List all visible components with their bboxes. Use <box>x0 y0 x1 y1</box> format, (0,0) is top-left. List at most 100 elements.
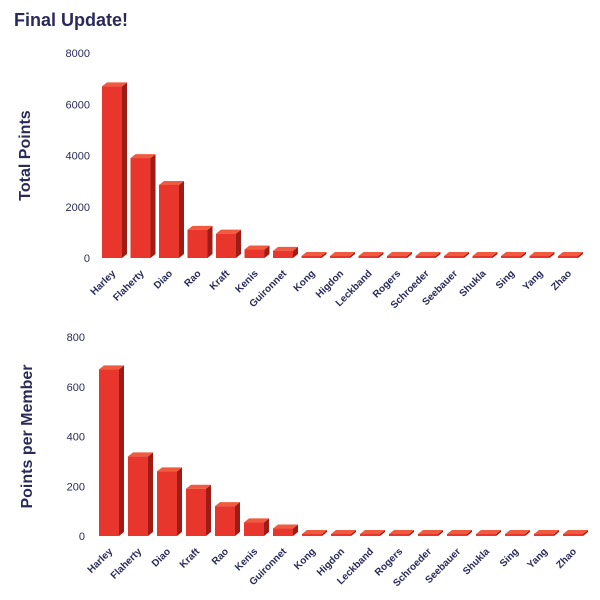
bar-top <box>244 518 269 523</box>
bar-front <box>476 534 496 536</box>
bar-front <box>501 256 521 258</box>
bar-top <box>157 467 182 472</box>
category-label-sing: Sing <box>494 268 517 291</box>
bar-front <box>418 534 438 536</box>
bar-side <box>179 180 184 258</box>
y-tick-label: 4000 <box>66 151 90 163</box>
category-label-kong: Kong <box>292 546 318 572</box>
bar-top <box>472 252 498 256</box>
bar-side <box>322 530 327 536</box>
bar-kong <box>302 530 327 536</box>
bar-side <box>119 365 124 536</box>
bar-front <box>187 229 208 258</box>
bar-kong <box>301 252 327 258</box>
bar-front <box>331 534 351 536</box>
bar-leckband <box>358 252 384 258</box>
bar-top <box>476 530 501 534</box>
total-points-chart: Total Points02000400060008000HarleyFlahe… <box>17 48 583 311</box>
bar-front <box>563 534 583 536</box>
bar-sing <box>501 252 526 258</box>
bar-sing <box>505 530 530 536</box>
category-label-kraft: Kraft <box>208 268 233 293</box>
bar-top <box>360 530 385 534</box>
bar-front <box>130 158 151 258</box>
bar-front <box>444 256 464 258</box>
category-label-diao: Diao <box>150 546 173 569</box>
category-label-kenis: Kenis <box>233 546 260 573</box>
bar-top <box>563 530 588 534</box>
bar-front <box>358 256 379 258</box>
category-label-flaherty: Flaherty <box>109 546 145 582</box>
bar-flaherty <box>128 452 153 536</box>
bar-front <box>387 256 407 258</box>
bar-top <box>159 180 184 185</box>
bar-guironnet <box>273 246 298 258</box>
y-tick-label: 200 <box>67 481 85 493</box>
category-label-shukla: Shukla <box>458 268 489 299</box>
bar-top <box>447 530 472 534</box>
y-tick-label: 800 <box>67 332 85 344</box>
bar-flaherty <box>130 154 156 258</box>
bar-top <box>330 252 355 256</box>
bar-front <box>447 534 467 536</box>
bar-side <box>409 530 414 536</box>
bar-rogers <box>387 252 412 258</box>
bar-top <box>534 530 559 534</box>
y-axis-title: Points per Member <box>19 364 36 508</box>
bar-shukla <box>472 252 498 258</box>
bar-higdon <box>331 530 356 536</box>
bar-side <box>521 252 526 258</box>
bar-leckband <box>360 530 385 536</box>
category-label-rao: Rao <box>182 268 203 289</box>
bar-top <box>215 502 240 507</box>
bar-kraft <box>186 484 211 536</box>
bar-front <box>330 256 350 258</box>
y-tick-label: 400 <box>67 432 85 444</box>
category-label-kraft: Kraft <box>178 546 203 571</box>
bar-side <box>496 530 501 536</box>
bar-side <box>321 252 327 258</box>
bar-schroeder <box>418 530 443 536</box>
category-label-zhao: Zhao <box>554 546 579 571</box>
bar-side <box>150 154 156 258</box>
bar-top <box>102 82 127 87</box>
bar-top <box>558 252 583 256</box>
bar-front <box>273 250 293 258</box>
bar-side <box>293 524 298 536</box>
bar-side <box>467 530 472 536</box>
bar-zhao <box>558 252 583 258</box>
bar-front <box>415 256 436 258</box>
bar-top <box>358 252 384 256</box>
bar-side <box>525 530 530 536</box>
bar-seebauer <box>444 252 469 258</box>
bar-rao <box>215 502 240 536</box>
y-tick-label: 6000 <box>66 99 90 111</box>
bar-side <box>293 246 298 258</box>
bar-side <box>583 530 588 536</box>
category-label-kong: Kong <box>292 268 318 294</box>
bar-front <box>216 233 236 258</box>
bar-front <box>102 86 122 258</box>
bar-top <box>331 530 356 534</box>
category-label-diao: Diao <box>152 268 175 291</box>
category-label-shukla: Shukla <box>461 546 492 577</box>
bar-top <box>415 252 441 256</box>
bar-side <box>492 252 498 258</box>
bar-top <box>505 530 530 534</box>
bar-front <box>529 256 550 258</box>
bar-side <box>206 484 211 536</box>
bar-top <box>444 252 469 256</box>
bar-schroeder <box>415 252 441 258</box>
y-tick-label: 600 <box>67 382 85 394</box>
bar-top <box>186 484 211 489</box>
bar-front <box>157 471 177 536</box>
bar-side <box>264 245 270 258</box>
bar-yang <box>534 530 559 536</box>
bar-side <box>351 530 356 536</box>
bar-top <box>501 252 526 256</box>
category-label-flaherty: Flaherty <box>111 268 147 304</box>
points-per-member-chart: Points per Member0200400600800HarleyFlah… <box>19 332 588 589</box>
bar-side <box>207 225 213 258</box>
bar-top <box>273 246 298 251</box>
bar-front <box>99 369 119 536</box>
